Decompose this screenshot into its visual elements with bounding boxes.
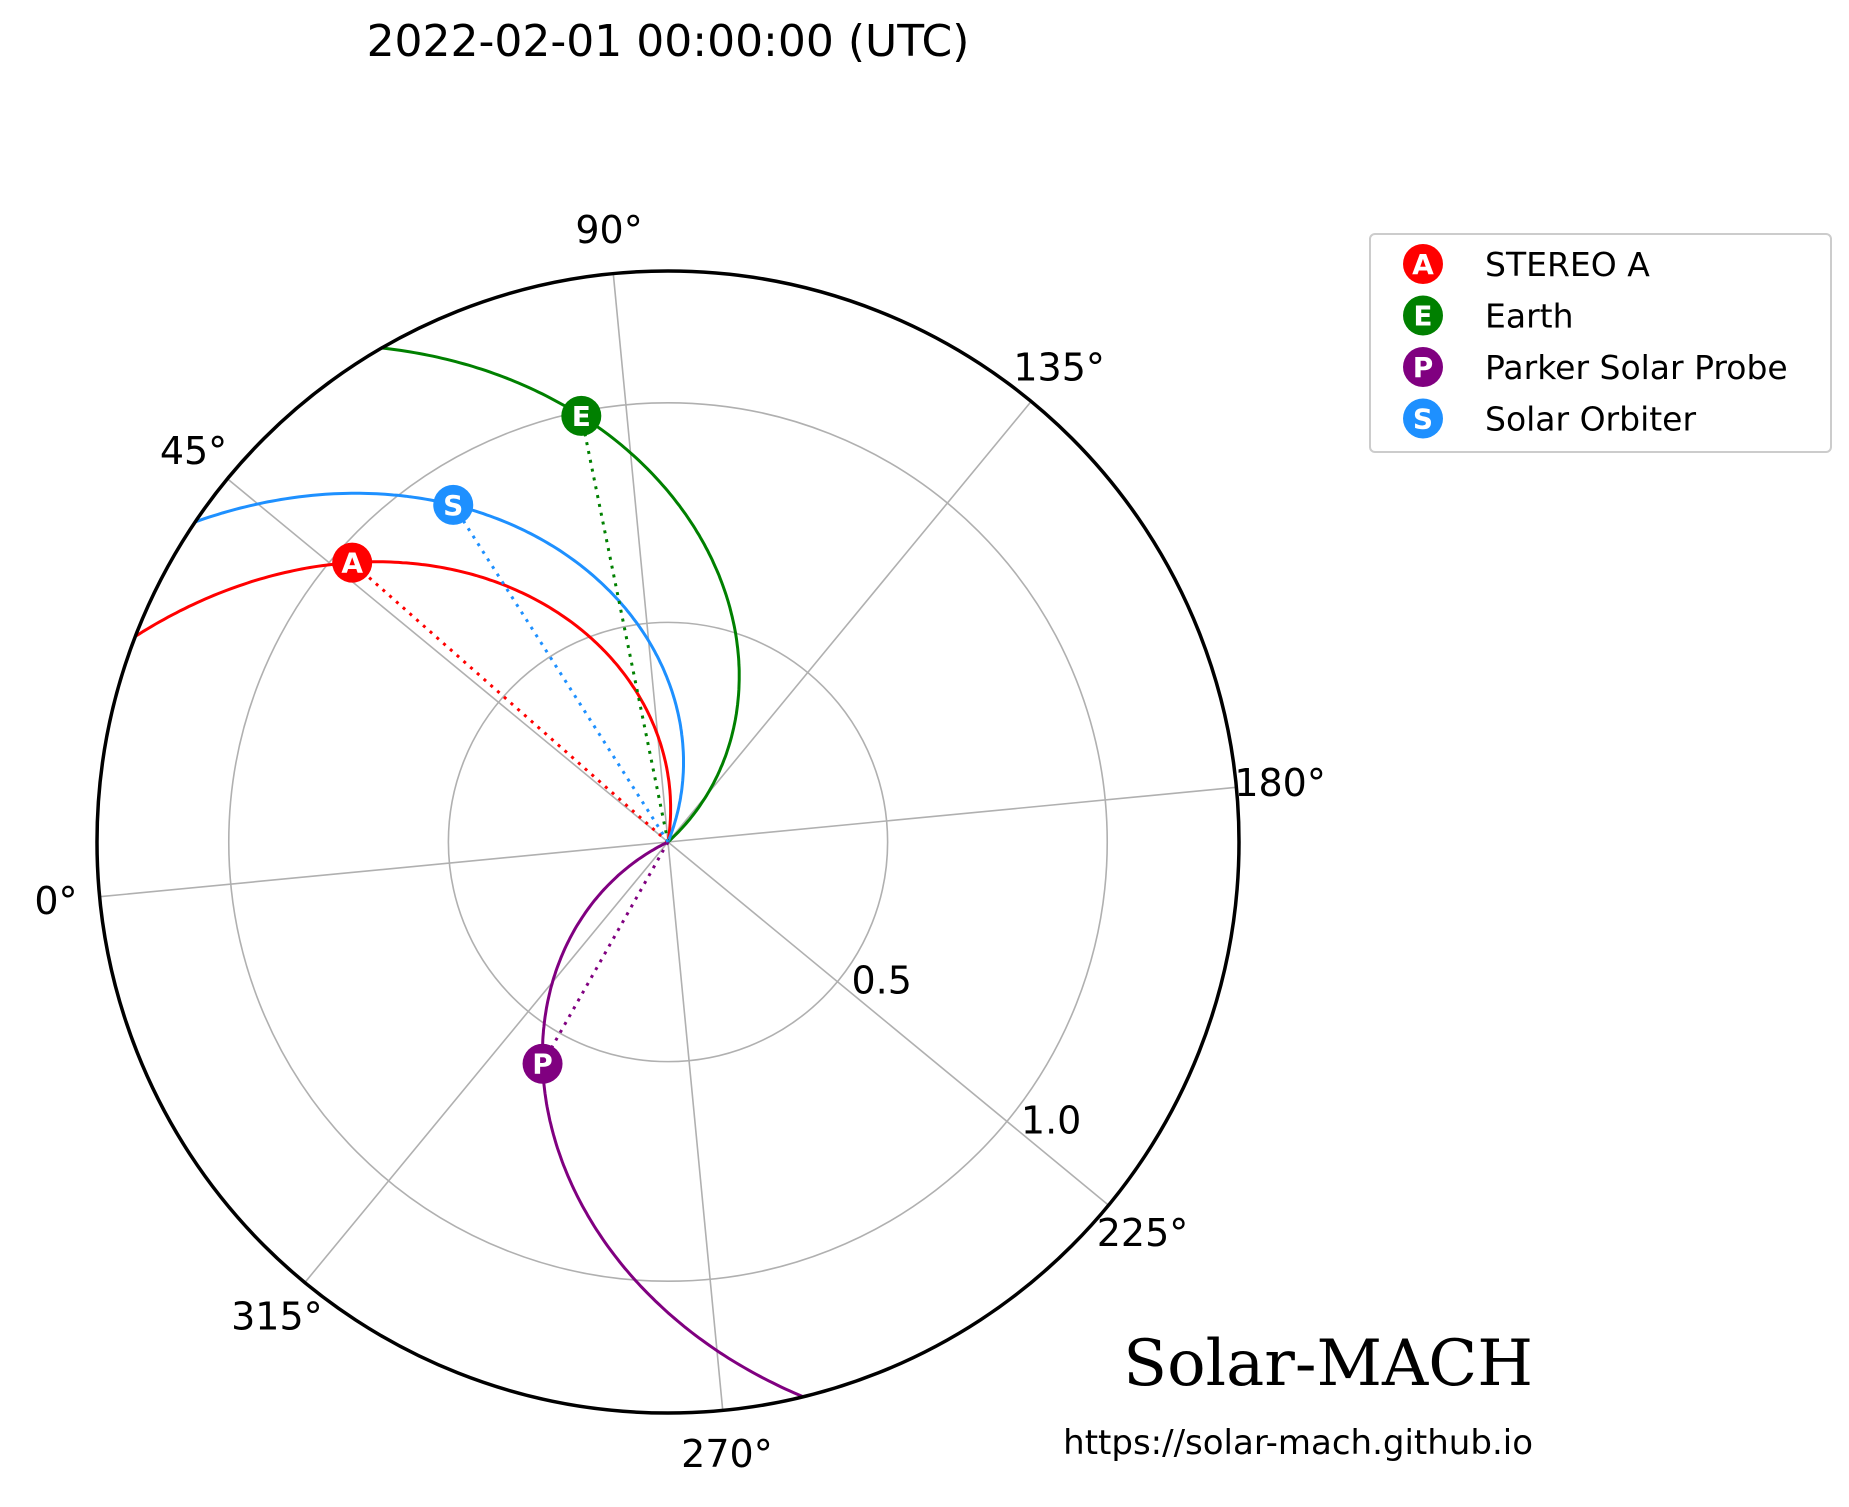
- spiral-stereo-a: [134, 560, 673, 843]
- marker-disc: [561, 395, 602, 436]
- radial-connection-lines: [351, 415, 670, 1065]
- marker-disc: [332, 542, 373, 583]
- grid-spoke: [612, 273, 669, 843]
- body-markers: A E P S: [332, 395, 602, 1084]
- angular-tick-labels: 0° 45° 90° 135° 180° 225° 270° 315°: [34, 208, 1326, 1476]
- grid-spoke: [304, 841, 669, 1284]
- radial-tick-label: 0.5: [851, 959, 911, 1003]
- dotted-line-parker-solar-probe: [541, 841, 670, 1065]
- angular-tick-label: 135°: [1013, 346, 1105, 390]
- marker-earth: E: [561, 395, 602, 436]
- marker-parker-solar-probe: P: [522, 1043, 563, 1084]
- legend-marker: [1403, 347, 1443, 387]
- legend-marker-letter: S: [1413, 403, 1433, 436]
- legend-marker: [1403, 398, 1443, 439]
- legend-marker: [1403, 295, 1443, 336]
- marker-stereo-a: A: [332, 542, 373, 583]
- legend: A STEREO A E Earth P Parker Solar Probe S Solar…: [1369, 233, 1832, 453]
- plot-title: 2022-02-01 00:00:00 (UTC): [367, 16, 970, 67]
- brand-logo-text: Solar-MACH: [1123, 1327, 1533, 1401]
- legend-marker-letter: E: [1413, 300, 1432, 333]
- angular-tick-label: 180°: [1234, 761, 1326, 805]
- angular-tick-label: 45°: [160, 429, 227, 473]
- marker-disc: [522, 1043, 563, 1084]
- legend-label: Solar Orbiter: [1485, 400, 1696, 439]
- legend-marker-letter: A: [1412, 248, 1434, 281]
- grid-spoke: [667, 400, 1032, 843]
- grid-spoke: [226, 478, 669, 843]
- grid-spoke: [99, 841, 669, 898]
- marker-disc: [433, 484, 474, 525]
- marker-solar-orbiter: S: [433, 484, 474, 525]
- grid-ring: [447, 621, 889, 1063]
- angular-tick-label: 270°: [681, 1432, 773, 1476]
- grid-ring: [227, 401, 1109, 1283]
- marker-letter: S: [443, 489, 463, 522]
- polar-frame: [95, 269, 1241, 1415]
- legend-box: [1369, 233, 1832, 453]
- website-url: https://solar-mach.github.io: [1063, 1423, 1533, 1463]
- legend-marker-letter: P: [1413, 351, 1434, 384]
- legend-marker: [1403, 244, 1443, 284]
- legend-label: Earth: [1485, 297, 1574, 336]
- marker-letter: P: [532, 1048, 553, 1081]
- legend-item-earth: E Earth: [1403, 295, 1574, 336]
- legend-label: STEREO A: [1485, 245, 1650, 284]
- angular-tick-label: 225°: [1097, 1211, 1189, 1255]
- marker-letter: E: [572, 400, 591, 433]
- angular-tick-label: 315°: [231, 1294, 323, 1338]
- grid-spoke: [667, 786, 1237, 843]
- radial-tick-label: 1.0: [1021, 1098, 1081, 1142]
- spiral-solar-orbiter: [194, 491, 685, 843]
- legend-label: Parker Solar Probe: [1485, 348, 1788, 387]
- dotted-line-stereo-a: [351, 561, 669, 844]
- legend-item-stereo-a: A STEREO A: [1403, 244, 1650, 284]
- grid-spoke: [667, 841, 724, 1411]
- spiral-earth: [381, 346, 741, 844]
- dotted-line-earth: [579, 415, 670, 843]
- angular-tick-label: 0°: [34, 879, 77, 923]
- parker-spirals: [134, 346, 804, 1399]
- dotted-line-solar-orbiter: [451, 504, 670, 843]
- spiral-parker-solar-probe: [540, 840, 804, 1399]
- polar-grid: [99, 273, 1237, 1411]
- legend-item-parker-solar-probe: P Parker Solar Probe: [1403, 347, 1788, 387]
- marker-letter: A: [341, 547, 363, 580]
- grid-spoke: [667, 841, 1110, 1206]
- radial-tick-labels: 0.5 1.0: [851, 959, 1081, 1143]
- angular-tick-label: 90°: [575, 208, 642, 252]
- legend-item-solar-orbiter: S Solar Orbiter: [1403, 398, 1696, 439]
